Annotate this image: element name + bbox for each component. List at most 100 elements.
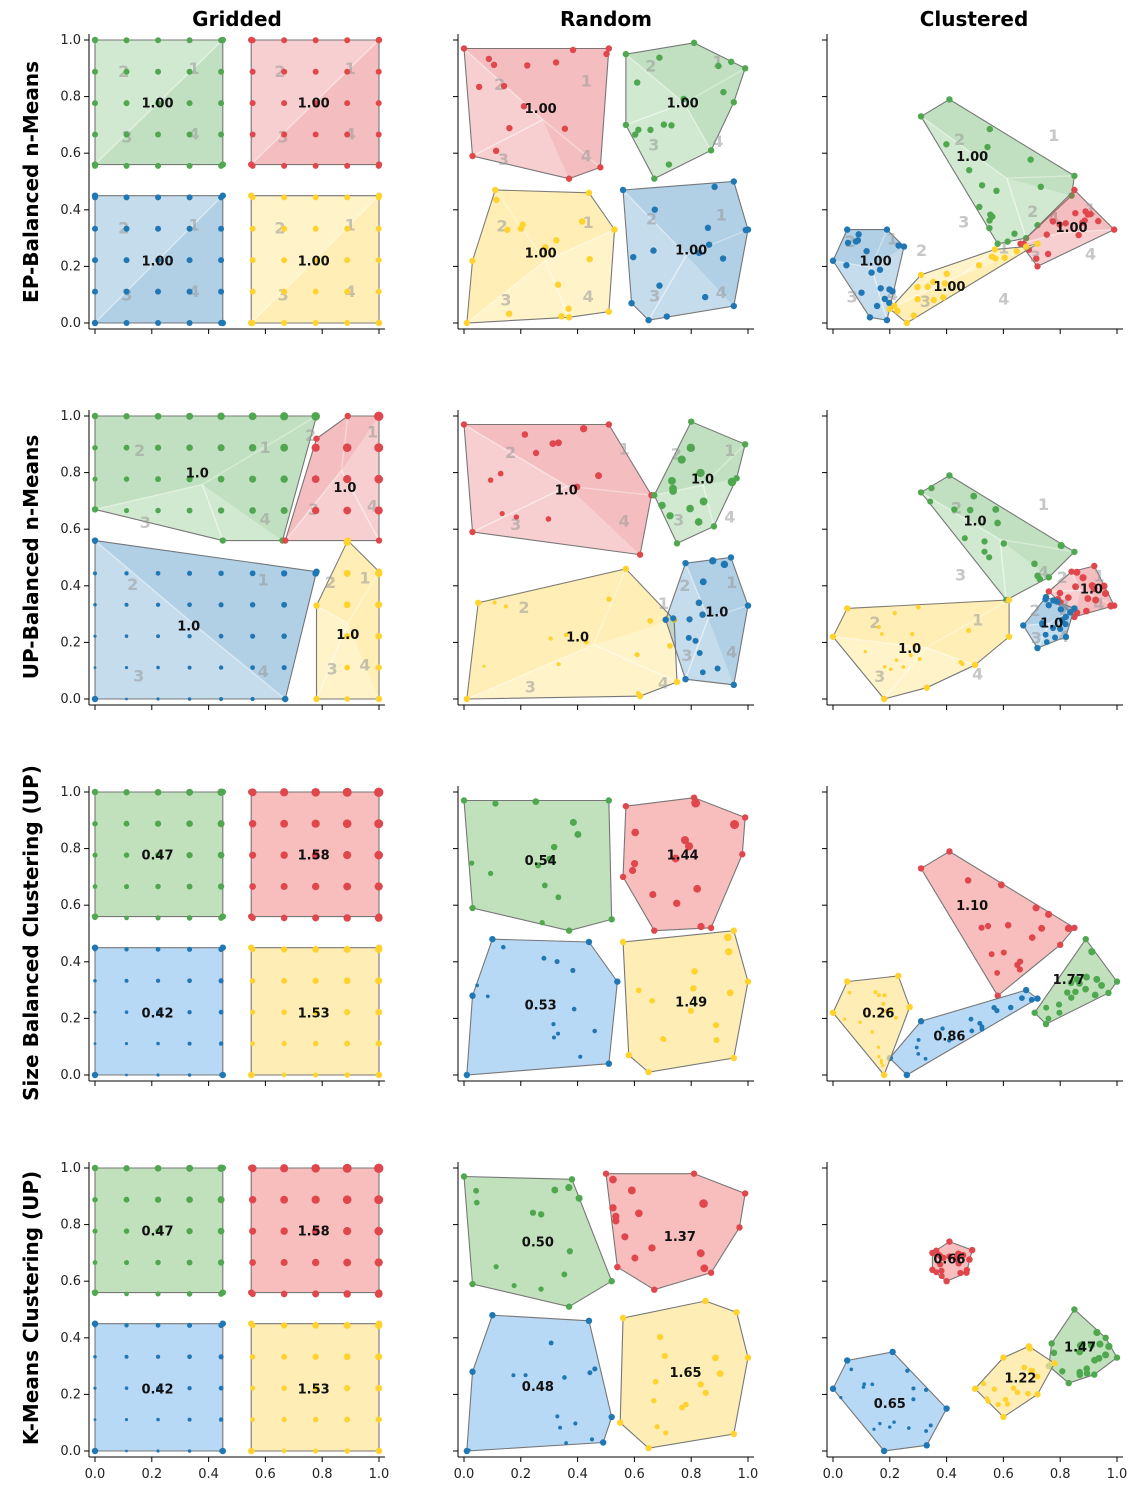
data-point	[680, 95, 687, 103]
ratio-label: 1.53	[298, 1383, 330, 1398]
cluster-green: 0.47	[91, 788, 226, 921]
data-point	[631, 828, 640, 837]
data-point	[891, 302, 898, 310]
data-point	[550, 843, 558, 851]
subregion-edge	[870, 229, 888, 268]
data-point	[924, 1429, 929, 1433]
data-point	[155, 194, 162, 201]
data-point	[281, 946, 288, 953]
panel-r2-c0: 0.0 0.2 0.4 0.6 0.8 1.0 0.47 1.58 0.42 1.53	[60, 785, 385, 1086]
rank-label: 4	[260, 510, 271, 529]
data-point	[930, 278, 937, 286]
data-point	[374, 914, 383, 922]
data-point	[1067, 979, 1075, 987]
data-point	[186, 37, 193, 44]
data-point	[917, 489, 925, 496]
data-point	[92, 1165, 98, 1172]
data-point	[1048, 1340, 1055, 1347]
data-point	[1050, 597, 1057, 604]
cluster-hull	[284, 415, 380, 542]
data-point	[1019, 995, 1025, 1002]
data-point	[485, 55, 493, 63]
data-point	[1034, 221, 1041, 229]
data-point	[877, 285, 884, 292]
data-point	[218, 37, 225, 44]
data-point	[92, 789, 98, 796]
data-point	[578, 1054, 583, 1059]
subregion-edge	[347, 571, 380, 624]
data-point	[933, 1247, 940, 1254]
data-point	[888, 667, 893, 672]
data-point	[154, 1164, 162, 1172]
data-point	[218, 1354, 224, 1360]
data-point	[186, 288, 193, 295]
data-point	[565, 1184, 573, 1192]
data-point	[186, 412, 194, 420]
data-point	[632, 131, 639, 138]
data-point	[1043, 1004, 1050, 1011]
rank-label: 1	[345, 59, 356, 78]
data-point	[249, 320, 256, 326]
data-point	[124, 1386, 129, 1390]
data-point	[1039, 621, 1046, 628]
data-point	[697, 1381, 704, 1388]
data-point	[374, 1226, 384, 1236]
row-title-ep-balanced: EP-Balanced n-Means	[19, 61, 43, 303]
data-point	[1042, 1020, 1050, 1028]
data-point	[313, 435, 320, 442]
cluster-hull	[832, 975, 911, 1077]
data-point	[343, 945, 351, 953]
data-point	[499, 510, 505, 517]
y-tick-label: 0.2	[60, 635, 81, 650]
rank-label: 3	[140, 513, 151, 532]
cluster-green: 1 2 3 4 1.00	[917, 96, 1078, 247]
data-point	[93, 697, 97, 701]
data-point	[599, 1439, 607, 1446]
rank-label: 2	[869, 613, 880, 632]
data-point	[583, 639, 589, 645]
data-point	[186, 320, 193, 326]
subregion-edge	[962, 248, 996, 275]
data-point	[930, 296, 937, 304]
data-point	[829, 1385, 837, 1392]
data-point	[312, 1009, 319, 1016]
data-point	[463, 1071, 471, 1079]
data-point	[92, 68, 98, 75]
data-point	[281, 977, 288, 984]
data-point	[374, 1290, 383, 1298]
cluster-yellow: 1 2 3 4 1.00	[463, 186, 618, 327]
data-point	[1027, 156, 1034, 163]
x-tick-label: 0.0	[85, 1467, 106, 1482]
data-point	[155, 978, 161, 983]
data-point	[1016, 958, 1024, 965]
data-point	[839, 1396, 843, 1400]
data-point	[943, 1278, 950, 1285]
data-point	[280, 412, 289, 421]
data-point	[619, 186, 627, 194]
subregion-edge	[593, 568, 627, 646]
data-point	[123, 507, 130, 514]
data-point	[1079, 574, 1087, 582]
subregion-edge	[94, 483, 203, 511]
data-point	[724, 933, 732, 942]
data-point	[374, 945, 383, 954]
data-point	[155, 883, 161, 890]
data-point	[938, 1267, 945, 1274]
data-point	[1043, 639, 1050, 645]
data-point	[312, 914, 320, 922]
data-point	[281, 37, 288, 44]
data-point	[946, 472, 953, 479]
data-point	[873, 990, 878, 995]
column-titles: Gridded Random Clustered	[192, 7, 1028, 31]
data-point	[532, 798, 540, 805]
data-point	[124, 915, 129, 921]
data-point	[123, 37, 130, 44]
data-point	[541, 955, 547, 961]
data-point	[186, 1196, 193, 1204]
data-point	[1044, 250, 1052, 258]
data-point	[656, 282, 663, 289]
rank-label: 3	[133, 666, 144, 685]
rank-label: 2	[645, 56, 656, 75]
data-point	[923, 1056, 928, 1061]
